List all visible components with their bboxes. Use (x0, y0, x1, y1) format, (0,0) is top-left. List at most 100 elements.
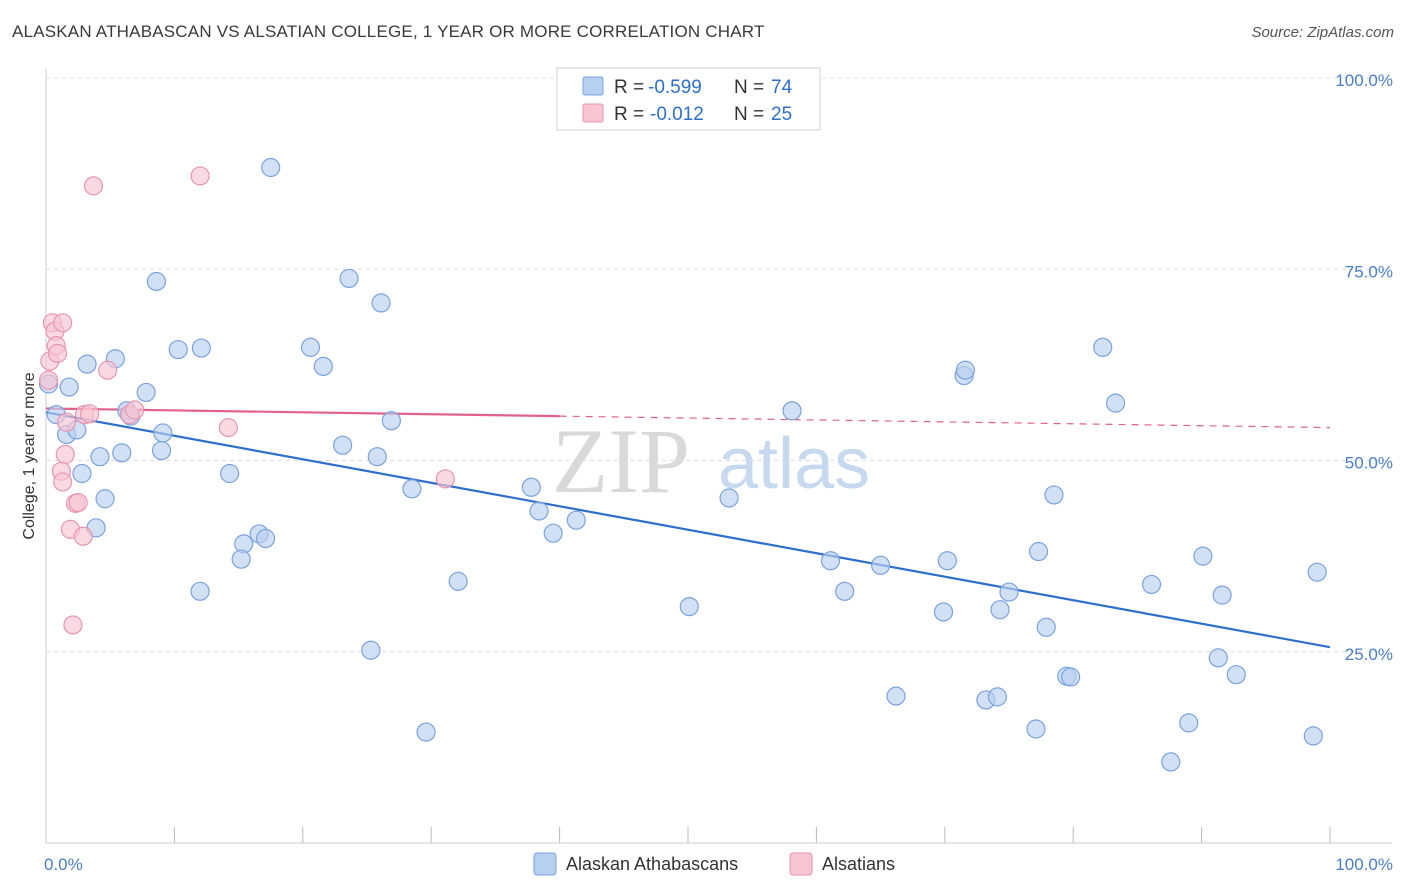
alaskan-athabascans-point (339, 268, 359, 289)
alsatians-point (124, 400, 145, 420)
legend-n-label-blue: N = (734, 77, 764, 98)
alaskan-athabascans-point (59, 377, 79, 397)
x-tick-label-max: 100.0% (1335, 855, 1393, 874)
alaskan-athabascans-point (333, 435, 353, 455)
alaskan-athabascans-point (719, 488, 739, 508)
watermark-atlas: atlas (718, 424, 870, 504)
alaskan-athabascans-point (1036, 617, 1056, 637)
alsatians-point (218, 418, 238, 438)
x-tick-label-min: 0.0% (44, 855, 83, 874)
alaskan-athabascans-point (679, 597, 699, 617)
alaskan-athabascans-point (300, 337, 321, 357)
watermark: ZIP atlas (552, 410, 870, 512)
alaskan-athabascans-point (1307, 562, 1327, 582)
alaskan-athabascans-point (153, 423, 173, 443)
alaskan-athabascans-point (1141, 574, 1162, 595)
alsatians-point (83, 176, 104, 196)
alsatians-point (38, 370, 59, 390)
y-tick-label: 50.0% (1345, 454, 1393, 473)
alaskan-athabascans-point (1028, 541, 1049, 562)
alaskan-athabascans-point (543, 523, 563, 543)
alsatians-point (56, 412, 77, 432)
alaskan-athabascans-point (416, 722, 436, 742)
alaskan-athabascans-point (367, 447, 387, 467)
legend-r-value-pink: -0.012 (650, 104, 704, 125)
legend-r-value-blue: -0.599 (648, 77, 702, 98)
legend-swatch-alsatians (789, 852, 813, 876)
alsatians-point (53, 472, 73, 492)
alsatians-trend-line-extension (559, 415, 1331, 429)
alaskan-athabascans-point (933, 602, 954, 622)
source-label: Source: ZipAtlas.com (1251, 24, 1394, 41)
alaskan-athabascans-point (1026, 719, 1046, 739)
alaskan-athabascans-point (870, 555, 891, 575)
alaskan-athabascans-point (191, 338, 211, 358)
alaskan-athabascans-point (999, 582, 1019, 602)
alaskan-athabascans-point (820, 551, 841, 571)
legend-swatch-alaskan-athabascans (533, 852, 557, 876)
alaskan-athabascans-point (136, 382, 156, 403)
alsatians-point (53, 313, 73, 333)
legend-label-alaskan-athabascans: Alaskan Athabascans (566, 854, 738, 874)
legend-n-label-pink: N = (734, 104, 764, 125)
alaskan-athabascans-point (521, 477, 541, 497)
alsatians-point (63, 615, 83, 635)
data-points (38, 157, 1327, 772)
alaskan-athabascans-point (72, 463, 92, 484)
alsatians-point (190, 166, 210, 186)
alaskan-athabascans-point (566, 510, 586, 530)
alaskan-athabascans-point (955, 360, 975, 380)
alaskan-athabascans-point (1193, 546, 1213, 566)
alaskan-athabascans-point (261, 157, 281, 178)
alaskan-athabascans-point (90, 447, 110, 467)
alaskan-athabascans-point (448, 571, 468, 591)
axes: 25.0% 50.0% 75.0% 100.0% 0.0% 100.0% (44, 68, 1393, 874)
alsatians-point (80, 404, 100, 424)
alaskan-athabascans-point (529, 501, 549, 521)
alaskan-athabascans-point (782, 401, 802, 421)
alaskan-athabascans-point (1093, 337, 1113, 357)
alaskan-athabascans-point (835, 581, 855, 601)
alaskan-athabascans-point (231, 549, 251, 569)
watermark-zip: ZIP (552, 410, 690, 512)
alaskan-athabascans-point (1208, 648, 1228, 668)
alaskan-athabascans-point (1105, 393, 1126, 413)
y-tick-label: 25.0% (1345, 645, 1393, 664)
legend-r-label-pink: R = (614, 104, 644, 125)
alaskan-athabascans-point (151, 440, 172, 461)
alaskan-athabascans-point (1303, 726, 1323, 746)
alsatians-point (55, 444, 75, 464)
alaskan-athabascans-point (937, 551, 957, 571)
alaskan-athabascans-point (1044, 485, 1064, 505)
y-tick-label: 100.0% (1335, 71, 1393, 90)
legend-swatch-pink (582, 103, 604, 123)
alaskan-athabascans-point (361, 640, 381, 660)
alsatians-point (73, 526, 93, 546)
chart-title: ALASKAN ATHABASCAN VS ALSATIAN COLLEGE, … (12, 22, 765, 41)
correlation-legend: R = -0.599 N = 74 R = -0.012 N = 25 (556, 67, 821, 131)
legend-label-alsatians: Alsatians (822, 854, 895, 874)
grid-lines (46, 77, 1392, 653)
y-tick-label: 75.0% (1345, 262, 1393, 281)
series-legend: Alaskan Athabascans Alsatians (533, 852, 895, 876)
alaskan-athabascans-point (255, 528, 276, 549)
alsatians-point (47, 343, 68, 363)
alaskan-athabascans-point (1226, 665, 1246, 685)
alaskan-athabascans-point (886, 686, 906, 706)
alaskan-athabascans-point (190, 581, 210, 601)
alaskan-athabascans-point (220, 463, 240, 484)
legend-r-label-blue: R = (614, 77, 644, 98)
legend-swatch-blue (582, 76, 604, 96)
alaskan-athabascans-point (112, 443, 132, 463)
alaskan-athabascans-point (1179, 713, 1199, 733)
alaskan-athabascans-point (168, 339, 188, 360)
alaskan-athabascans-point (313, 356, 333, 377)
alaskan-athabascans-point (371, 293, 391, 313)
legend-n-value-pink: 25 (771, 104, 792, 125)
alsatians-point (68, 492, 88, 513)
alsatians-point (98, 360, 118, 380)
alaskan-athabascans-point (1212, 585, 1232, 605)
alaskan-athabascans-trend-line (45, 411, 1331, 649)
alaskan-athabascans-point (990, 600, 1010, 620)
